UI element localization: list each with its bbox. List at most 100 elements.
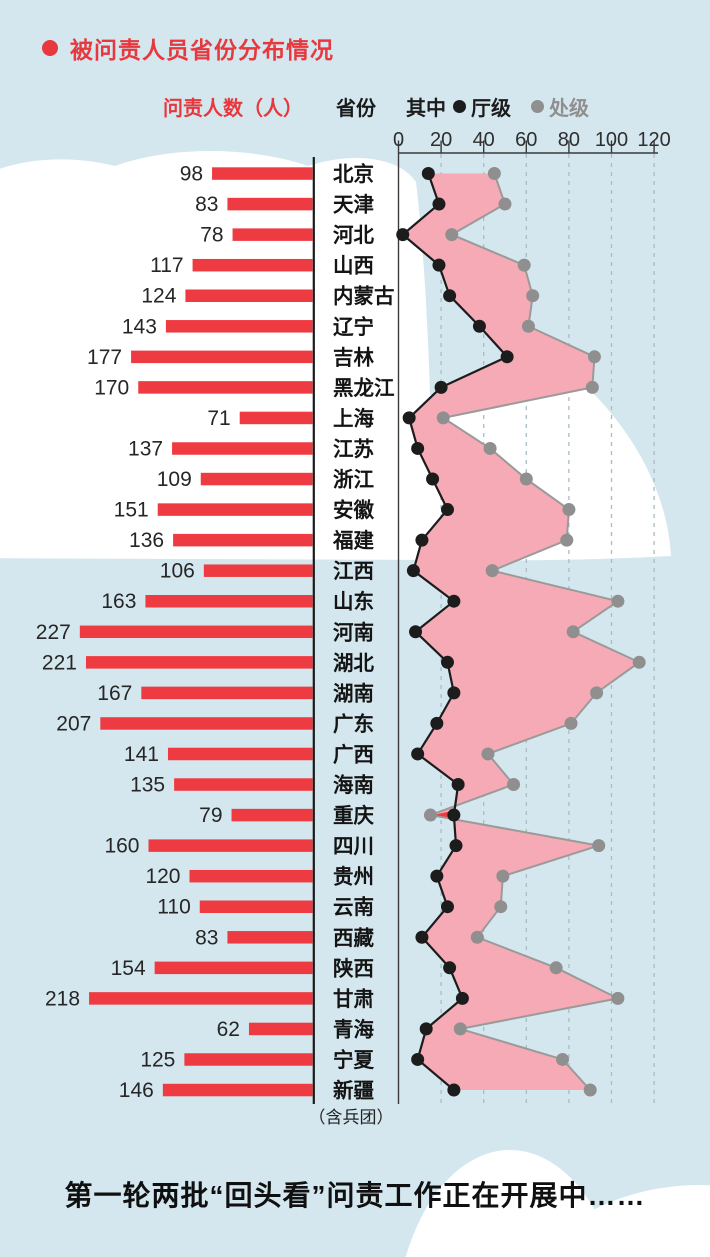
province-label: 江苏	[333, 438, 374, 461]
bar	[131, 350, 313, 364]
bar-value-label: 143	[122, 315, 157, 338]
tingji-dot	[434, 380, 448, 394]
bar-value-label: 109	[157, 468, 192, 491]
bar	[192, 258, 313, 272]
tingji-dot	[451, 778, 465, 791]
chuji-legend-dot-icon	[531, 100, 544, 113]
chuji-dot	[526, 289, 540, 303]
chuji-dot	[507, 778, 521, 791]
cloud-shape-bottom-right	[535, 1185, 710, 1257]
province-label: 山东	[333, 590, 374, 614]
bar-value-label: 98	[180, 163, 203, 186]
bar-value-label: 137	[128, 437, 163, 460]
bar	[138, 381, 313, 394]
tingji-dot	[402, 411, 416, 425]
province-label: 北京	[333, 162, 374, 186]
legend-item-tingji: 厅级	[453, 92, 511, 121]
axis-tick-label: 80	[558, 129, 580, 151]
legend-label-chuji: 处级	[549, 98, 589, 120]
chuji-dot	[611, 594, 625, 608]
province-label: 广西	[333, 742, 374, 766]
bar-value-label: 83	[195, 193, 218, 216]
tingji-dot	[430, 716, 444, 730]
tingji-dot	[426, 472, 440, 486]
bar	[239, 411, 313, 425]
chuji-dot	[562, 503, 576, 517]
chuji-dot	[436, 411, 450, 425]
tingji-dot	[449, 839, 463, 853]
bar-value-label: 83	[195, 926, 218, 949]
province-label: 青海	[333, 1017, 374, 1041]
chuji-dot	[566, 625, 580, 639]
bar	[162, 1083, 313, 1097]
bar	[203, 564, 313, 577]
bar-value-label: 207	[56, 712, 91, 735]
chuji-dot	[560, 533, 574, 547]
province-label: 浙江	[333, 468, 374, 492]
chuji-dot	[483, 441, 497, 455]
province-label: 安徽	[333, 498, 374, 522]
column-header-count: 问责人数（人）	[163, 98, 303, 120]
bar	[212, 167, 313, 180]
province-label: 海南	[333, 773, 374, 797]
bar-value-label: 106	[160, 560, 195, 583]
province-label: 陕西	[333, 956, 374, 980]
province-label: 贵州	[333, 866, 374, 889]
tingji-dot	[447, 1083, 461, 1097]
chuji-dot	[611, 991, 625, 1005]
tingji-dot	[419, 1022, 433, 1036]
tingji-dot	[443, 289, 457, 303]
bar-value-label: 78	[200, 224, 223, 247]
bar-value-label: 146	[119, 1079, 154, 1102]
bar	[200, 472, 313, 486]
bar-value-label: 177	[87, 346, 122, 369]
province-label: 广东	[333, 712, 374, 736]
tingji-dot	[430, 869, 444, 883]
bar-value-label: 120	[145, 865, 180, 888]
bar	[232, 228, 313, 241]
chuji-dot	[445, 228, 459, 242]
axis-tick-label: 120	[637, 129, 670, 151]
axis-tick-label: 40	[473, 129, 495, 151]
tingji-dot	[447, 594, 461, 608]
chuji-dot	[487, 167, 501, 180]
bar-value-label: 167	[97, 682, 132, 705]
bar-value-label: 135	[130, 774, 165, 797]
chuji-dot	[470, 930, 484, 944]
page-title: 被问责人员省份分布情况	[70, 37, 334, 63]
bar-value-label: 170	[94, 376, 129, 399]
bar	[172, 442, 313, 455]
column-header-among: 其中	[406, 98, 446, 120]
bar	[100, 717, 313, 730]
chuji-dot	[494, 900, 508, 914]
axis-tick-label: 60	[515, 129, 537, 151]
bar	[167, 747, 313, 761]
province-label: 云南	[333, 895, 374, 919]
bar-value-label: 71	[207, 407, 230, 430]
bar	[89, 992, 313, 1005]
tingji-dot	[421, 167, 435, 180]
province-label: 甘肃	[333, 987, 374, 1011]
chuji-dot	[481, 747, 495, 761]
tingji-dot	[440, 503, 454, 517]
chuji-dot	[549, 961, 563, 975]
bar-value-label: 221	[42, 651, 77, 674]
bar	[145, 595, 313, 608]
province-label: 江西	[333, 560, 374, 583]
province-label: 吉林	[333, 345, 374, 369]
page-title-row: 被问责人员省份分布情况	[42, 31, 334, 65]
tingji-dot	[396, 228, 410, 242]
chuji-dot	[517, 258, 531, 272]
chuji-dot	[496, 869, 510, 883]
cloud-shape-main	[0, 151, 671, 561]
bar	[79, 625, 313, 639]
bar	[154, 961, 313, 975]
tingji-dot	[472, 319, 486, 333]
tingji-dot	[443, 961, 457, 975]
tingji-dot	[415, 930, 429, 944]
footer-headline: 第一轮两批“回头看”问责工作正在开展中……	[64, 1180, 646, 1211]
bar	[173, 533, 313, 547]
bar	[227, 931, 313, 944]
